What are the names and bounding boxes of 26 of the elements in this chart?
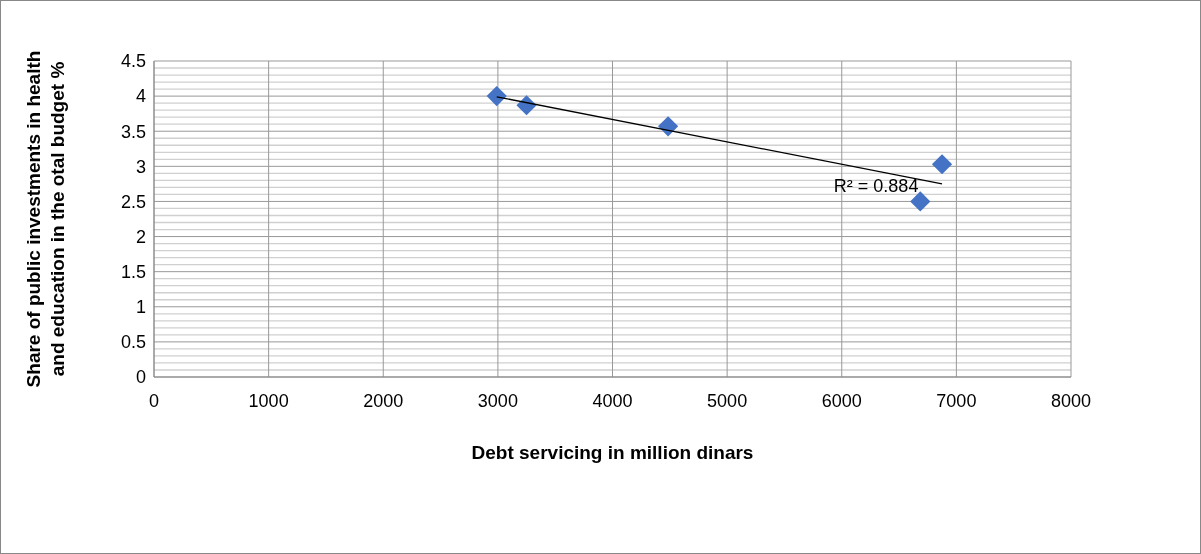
- y-tick-label: 1: [135, 297, 146, 318]
- x-tick-label: 5000: [707, 391, 748, 411]
- y-tick-label: 1.5: [120, 261, 146, 282]
- x-tick-label: 2000: [363, 391, 404, 411]
- x-axis-title: Debt servicing in million dinars: [471, 442, 754, 463]
- y-axis-title: Share of public investments in health and education in the otal budget %: [23, 50, 68, 388]
- y-tick-label: 0: [135, 367, 146, 388]
- x-tick-label: 0: [148, 391, 160, 411]
- x-tick-label: 4000: [592, 391, 633, 411]
- point: [931, 154, 953, 175]
- y-tick-label: 2: [135, 226, 146, 247]
- x-tick-label: 6000: [821, 391, 862, 411]
- x-tick-label: 1000: [248, 391, 289, 411]
- y-tick-label: 0.5: [120, 332, 146, 353]
- point: [486, 86, 507, 107]
- x-tick-label: 3000: [477, 391, 518, 411]
- annotation: R² = 0.884: [833, 176, 919, 197]
- point: [658, 116, 679, 137]
- y-tick-label: 3.5: [120, 121, 146, 142]
- y-tick-label: 4.5: [120, 51, 146, 72]
- point: [910, 191, 931, 212]
- x-tick-label: 7000: [936, 391, 977, 411]
- y-tick-label: 4: [135, 86, 146, 107]
- y-tick-label: 2.5: [120, 191, 146, 212]
- y-tick-label: 3: [135, 156, 146, 177]
- x-tick-label: 8000: [1050, 391, 1092, 411]
